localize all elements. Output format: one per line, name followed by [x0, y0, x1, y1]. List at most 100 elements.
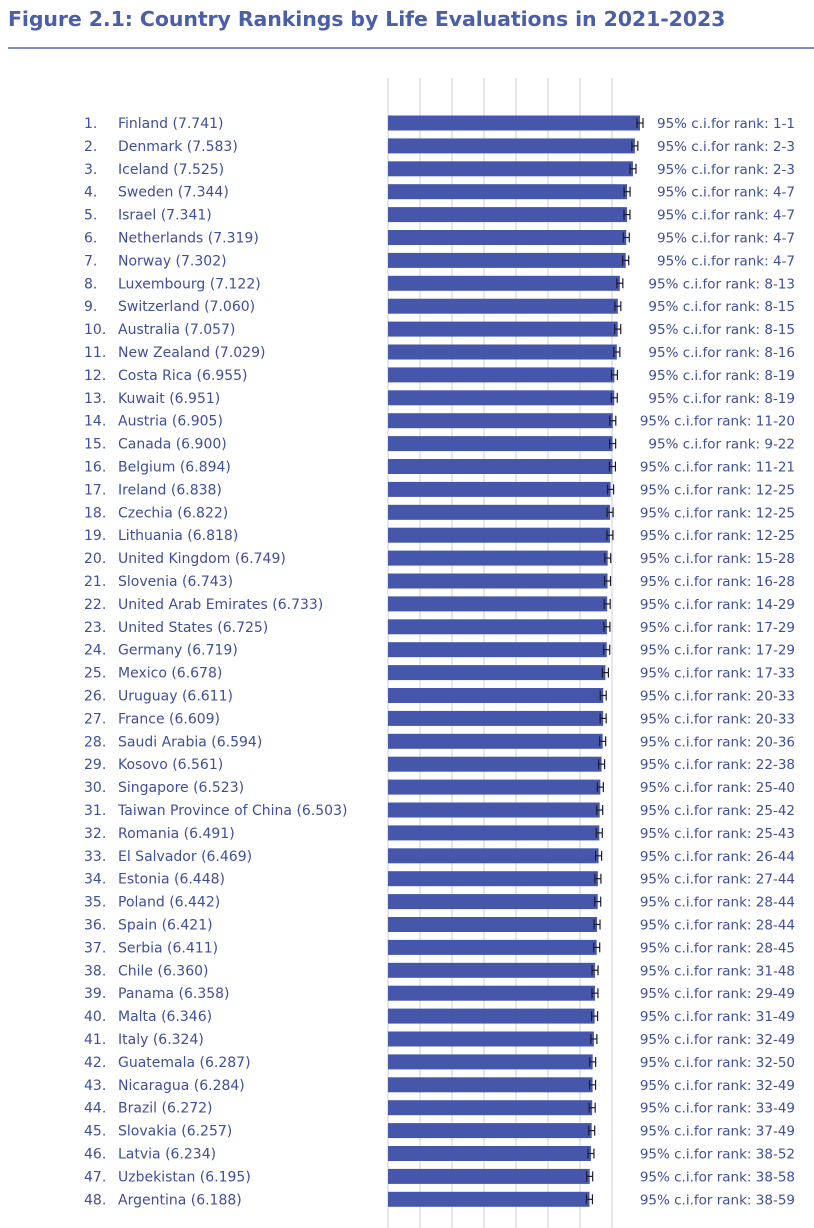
rank-label: 41. — [84, 1032, 106, 1048]
rank-label: 47. — [84, 1169, 106, 1185]
rank-label: 45. — [84, 1124, 106, 1140]
ci-label: 95% c.i.for rank: 32-49 — [640, 1078, 795, 1094]
bar — [388, 390, 615, 406]
country-label: Argentina (6.188) — [118, 1192, 242, 1208]
country-label: Ireland (6.838) — [118, 482, 222, 498]
rank-label: 36. — [84, 918, 106, 934]
country-label: Austria (6.905) — [118, 414, 223, 430]
ci-label: 95% c.i.for rank: 12-25 — [640, 528, 795, 544]
ci-label: 95% c.i.for rank: 15-28 — [640, 551, 795, 567]
ci-label: 95% c.i.for rank: 33-49 — [640, 1101, 795, 1117]
bar — [388, 665, 606, 681]
rank-label: 24. — [84, 643, 106, 659]
ci-label: 95% c.i.for rank: 4-7 — [657, 185, 795, 201]
bar — [388, 619, 607, 635]
rank-label: 46. — [84, 1147, 106, 1163]
rank-label: 34. — [84, 872, 106, 888]
ci-label: 95% c.i.for rank: 9-22 — [648, 437, 795, 453]
bar — [388, 779, 601, 795]
country-label: Lithuania (6.818) — [118, 528, 238, 544]
rank-label: 42. — [84, 1055, 106, 1071]
ci-label: 95% c.i.for rank: 11-21 — [640, 460, 795, 476]
bar — [388, 802, 600, 818]
ci-label: 95% c.i.for rank: 12-25 — [640, 505, 795, 521]
bar — [388, 1146, 591, 1161]
country-label: New Zealand (7.029) — [118, 345, 265, 361]
country-label: United States (6.725) — [118, 620, 268, 636]
rank-label: 23. — [84, 620, 106, 636]
rank-label: 11. — [84, 345, 106, 361]
country-label: Saudi Arabia (6.594) — [118, 734, 262, 750]
rank-label: 22. — [84, 597, 106, 613]
bar — [388, 825, 600, 841]
rank-label: 2. — [84, 139, 97, 155]
bar — [388, 436, 613, 452]
ci-label: 95% c.i.for rank: 25-42 — [640, 803, 795, 819]
rank-label: 7. — [84, 253, 97, 269]
bar — [388, 1008, 595, 1024]
country-label: Israel (7.341) — [118, 208, 212, 224]
ci-label: 95% c.i.for rank: 20-33 — [640, 689, 795, 705]
country-label: Latvia (6.234) — [118, 1147, 216, 1163]
rank-label: 25. — [84, 666, 106, 682]
ci-label: 95% c.i.for rank: 32-49 — [640, 1032, 795, 1048]
ci-label: 95% c.i.for rank: 20-33 — [640, 711, 795, 727]
ci-label: 95% c.i.for rank: 31-49 — [640, 1009, 795, 1025]
rank-label: 17. — [84, 482, 106, 498]
country-label: Luxembourg (7.122) — [118, 276, 261, 292]
rank-label: 26. — [84, 689, 106, 705]
ci-label: 95% c.i.for rank: 2-3 — [657, 139, 795, 155]
country-label: Uruguay (6.611) — [118, 689, 233, 705]
rank-label: 4. — [84, 185, 97, 201]
rank-label: 3. — [84, 162, 97, 178]
bar — [388, 207, 627, 223]
country-label: Chile (6.360) — [118, 963, 209, 979]
country-label: Australia (7.057) — [118, 322, 235, 338]
ci-label: 95% c.i.for rank: 38-58 — [640, 1169, 795, 1185]
rank-label: 40. — [84, 1009, 106, 1025]
rank-label: 37. — [84, 940, 106, 956]
bar — [388, 161, 633, 177]
bar — [388, 115, 640, 131]
bar — [388, 733, 603, 749]
rank-label: 32. — [84, 826, 106, 842]
country-label: Romania (6.491) — [118, 826, 235, 842]
rank-label: 1. — [84, 116, 97, 132]
rank-label: 18. — [84, 505, 106, 521]
bar — [388, 848, 599, 864]
rank-label: 27. — [84, 711, 106, 727]
bar — [388, 275, 620, 291]
ci-label: 95% c.i.for rank: 4-7 — [657, 208, 795, 224]
rank-label: 28. — [84, 734, 106, 750]
bar — [388, 298, 618, 314]
bar — [388, 1123, 592, 1139]
bar — [388, 459, 613, 474]
ci-label: 95% c.i.for rank: 32-50 — [640, 1055, 795, 1071]
rank-label: 12. — [84, 368, 106, 384]
rank-label: 43. — [84, 1078, 106, 1094]
country-label: Netherlands (7.319) — [118, 231, 259, 247]
country-label: Kuwait (6.951) — [118, 391, 220, 407]
country-label: Taiwan Province of China (6.503) — [117, 803, 347, 819]
bar — [388, 894, 598, 910]
rank-label: 15. — [84, 437, 106, 453]
country-label: Canada (6.900) — [118, 437, 227, 453]
country-label: Sweden (7.344) — [118, 185, 229, 201]
ci-label: 95% c.i.for rank: 26-44 — [640, 849, 795, 865]
country-label: Mexico (6.678) — [118, 666, 222, 682]
ci-label: 95% c.i.for rank: 25-43 — [640, 826, 795, 842]
country-label: Norway (7.302) — [118, 253, 227, 269]
bar — [388, 550, 608, 566]
rank-label: 19. — [84, 528, 106, 544]
bar — [388, 573, 608, 589]
country-label: Belgium (6.894) — [118, 460, 231, 476]
rank-label: 6. — [84, 231, 97, 247]
rank-label: 20. — [84, 551, 106, 567]
rank-label: 35. — [84, 895, 106, 911]
bar — [388, 939, 597, 955]
ci-label: 95% c.i.for rank: 28-44 — [640, 918, 795, 934]
ci-label: 95% c.i.for rank: 2-3 — [657, 162, 795, 178]
title-divider — [8, 47, 814, 49]
bar — [388, 367, 615, 383]
bar — [388, 756, 602, 772]
